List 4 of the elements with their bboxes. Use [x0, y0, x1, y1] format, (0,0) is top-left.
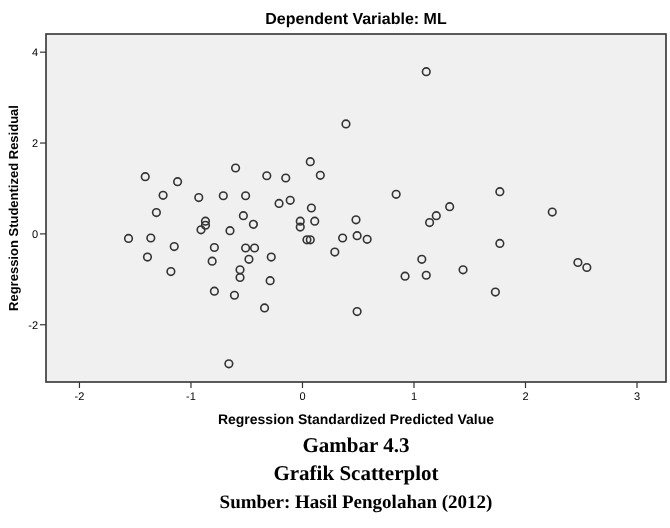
text: Sumber: Hasil Pengolahan (2012) — [219, 494, 493, 514]
text: Gambar 4.3 — [302, 436, 410, 458]
text: Grafik Scatterplot — [273, 464, 440, 486]
chart-title: Dependent Variable: ML — [265, 10, 447, 28]
